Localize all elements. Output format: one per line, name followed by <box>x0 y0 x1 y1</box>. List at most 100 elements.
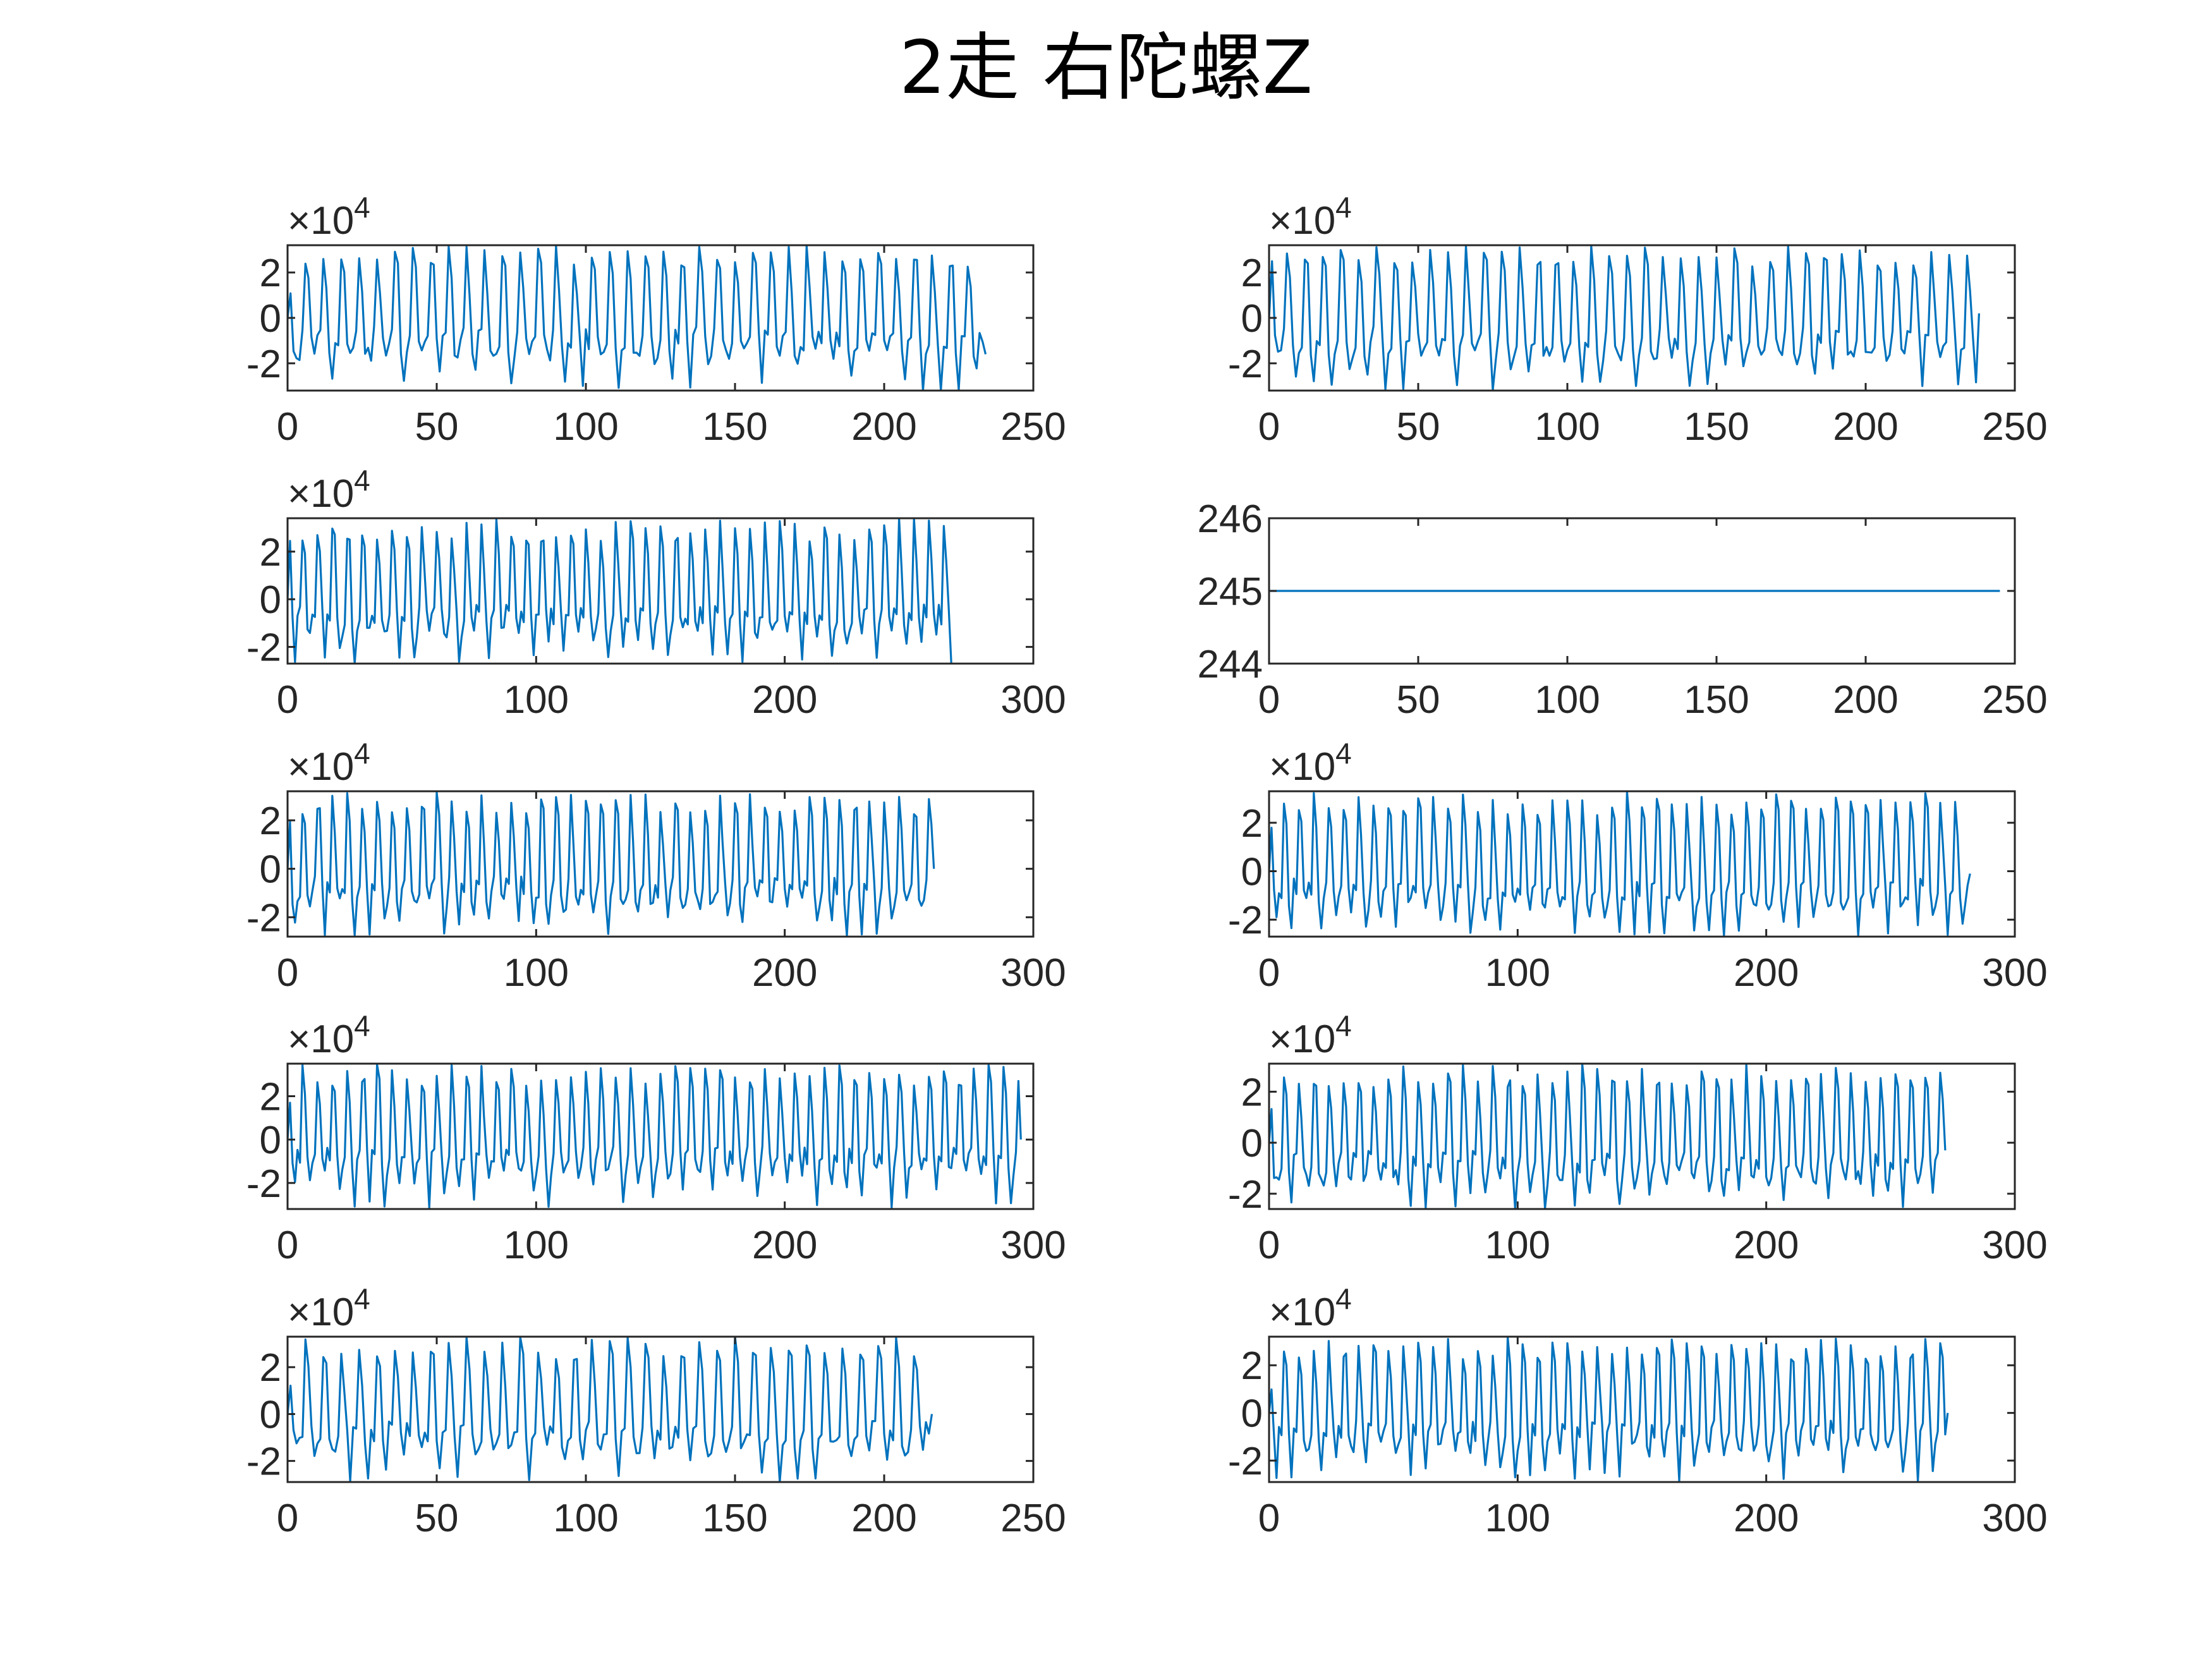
x-tick-label: 100 <box>1534 405 1600 449</box>
axes-frame <box>1268 790 2016 938</box>
x-tick-label: 200 <box>1734 1224 1799 1267</box>
subplot-row5-right: 0 100 200 300-202×104 <box>1228 1282 2048 1540</box>
y-tick-label: 2 <box>260 531 281 574</box>
y-exponent-label: ×104 <box>288 737 370 789</box>
y-tick-label: 0 <box>1241 1122 1263 1165</box>
y-exponent-label: ×104 <box>288 1009 370 1061</box>
y-tick-label: 246 <box>1198 497 1263 541</box>
axes-frame <box>286 1062 1035 1210</box>
subplot-row2-right: 0 50 100 150 200 250 244 245 246 <box>1198 497 2048 722</box>
x-tick-label: 150 <box>1684 678 1749 722</box>
y-tick-label: 0 <box>1241 851 1263 894</box>
x-tick-label: 250 <box>1000 405 1066 449</box>
x-tick-label: 200 <box>1734 1497 1799 1540</box>
x-tick-label: 200 <box>1833 678 1898 722</box>
x-tick-label: 200 <box>1734 951 1799 995</box>
subplot-row1-left: 0 50 100 150 200 250-202×104 <box>246 191 1066 449</box>
data-series-line <box>1269 1064 1947 1209</box>
x-tick-label: 300 <box>1982 951 2047 995</box>
x-tick-label: 0 <box>277 951 298 995</box>
y-tick-label: -2 <box>246 1440 281 1484</box>
subplot-row1-right: 0 50 100 150 200 250-202×104 <box>1228 191 2048 449</box>
y-tick-label: 0 <box>260 1119 281 1162</box>
subplot-row2-left: 0 100 200 300-202×104 <box>246 464 1066 722</box>
figure-title: 2走 右陀螺Z <box>899 25 1313 111</box>
axes-frame <box>286 790 1035 938</box>
y-tick-label: 2 <box>260 1346 281 1390</box>
y-tick-label: -2 <box>1228 899 1263 942</box>
x-tick-label: 0 <box>277 678 298 722</box>
x-tick-label: 200 <box>752 1224 817 1267</box>
data-series-line <box>1269 245 1980 391</box>
x-tick-label: 0 <box>1258 1497 1280 1540</box>
y-tick-label: 2 <box>260 1075 281 1119</box>
axes-frame <box>1268 1062 2016 1210</box>
data-series-line <box>288 791 935 937</box>
x-tick-label: 200 <box>752 678 817 722</box>
y-tick-label: -2 <box>1228 1440 1263 1483</box>
y-tick-label: 2 <box>1241 802 1263 846</box>
y-tick-label: 0 <box>1241 1392 1263 1436</box>
y-tick-label: 244 <box>1198 643 1263 686</box>
x-tick-label: 50 <box>415 1497 459 1540</box>
y-exponent-label: ×104 <box>1269 191 1352 243</box>
x-tick-label: 100 <box>504 951 569 995</box>
x-tick-label: 150 <box>702 405 767 449</box>
y-tick-label: 2 <box>1241 252 1263 295</box>
subplot-row5-left: 0 50 100 150 200 250-202×104 <box>246 1282 1066 1540</box>
subplot-row3-right: 0 100 200 300 -2 0 2×104 <box>1228 737 2048 995</box>
x-tick-label: 100 <box>504 678 569 722</box>
x-tick-label: 0 <box>1258 405 1280 449</box>
x-tick-label: 300 <box>1982 1224 2047 1267</box>
x-tick-label: 300 <box>1000 1224 1066 1267</box>
y-tick-label: 2 <box>1241 1344 1263 1388</box>
x-tick-label: 50 <box>415 405 459 449</box>
subplot-row3-left: 0 100 200 300-202×104 <box>246 737 1066 995</box>
x-tick-label: 250 <box>1000 1497 1066 1540</box>
x-tick-label: 0 <box>1258 951 1280 995</box>
x-tick-label: 200 <box>1833 405 1898 449</box>
data-series-line <box>288 1337 933 1482</box>
x-tick-label: 300 <box>1000 678 1066 722</box>
y-tick-label: 245 <box>1198 570 1263 614</box>
data-series-line <box>1269 791 1971 937</box>
data-series-line <box>288 518 952 664</box>
y-exponent-label: ×104 <box>1269 1009 1352 1061</box>
x-tick-label: 250 <box>1982 678 2047 722</box>
data-series-line <box>288 1064 1022 1209</box>
x-tick-label: 0 <box>1258 678 1280 722</box>
x-tick-label: 0 <box>277 1224 298 1267</box>
data-series-line <box>288 245 987 391</box>
x-tick-label: 100 <box>1534 678 1600 722</box>
axes-frame <box>286 1335 1035 1483</box>
x-tick-label: 0 <box>277 405 298 449</box>
y-exponent-label: ×104 <box>1269 737 1352 789</box>
y-exponent-label: ×104 <box>288 191 370 243</box>
x-tick-label: 100 <box>1485 1497 1550 1540</box>
y-exponent-label: ×104 <box>1269 1282 1352 1334</box>
x-tick-label: 300 <box>1000 951 1066 995</box>
y-exponent-label: ×104 <box>288 464 370 516</box>
x-tick-label: 100 <box>1485 1224 1550 1267</box>
y-tick-label: 0 <box>260 848 281 892</box>
y-tick-label: -2 <box>246 896 281 940</box>
axes-frame <box>286 517 1035 665</box>
y-tick-label: -2 <box>246 626 281 670</box>
x-tick-label: 100 <box>1485 951 1550 995</box>
y-exponent-label: ×104 <box>288 1282 370 1334</box>
x-tick-label: 150 <box>1684 405 1749 449</box>
y-tick-label: -2 <box>1228 1173 1263 1217</box>
axes-frame <box>1268 1335 2016 1483</box>
y-tick-label: 2 <box>1241 1071 1263 1114</box>
y-tick-label: -2 <box>246 1162 281 1206</box>
x-tick-label: 0 <box>1258 1224 1280 1267</box>
y-tick-label: 0 <box>260 1393 281 1437</box>
y-tick-label: 0 <box>260 578 281 622</box>
x-tick-label: 200 <box>851 1497 916 1540</box>
y-tick-label: -2 <box>246 343 281 386</box>
data-series-line <box>1269 1337 1949 1482</box>
y-tick-label: 0 <box>1241 297 1263 341</box>
x-tick-label: 100 <box>553 1497 618 1540</box>
x-tick-label: 300 <box>1982 1497 2047 1540</box>
